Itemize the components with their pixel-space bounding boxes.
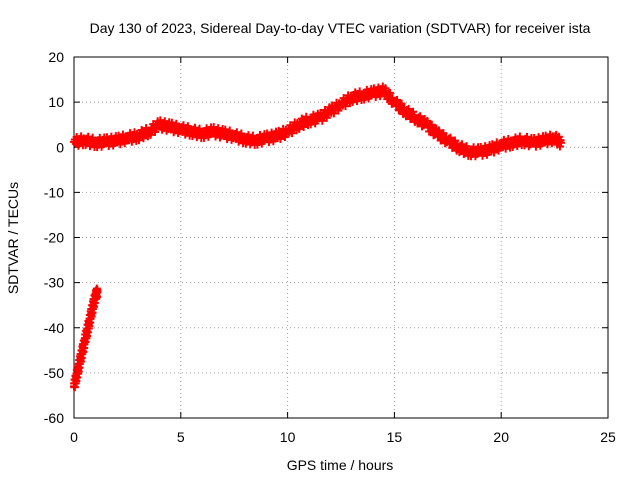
data-point: [272, 131, 281, 140]
data-point: [155, 120, 164, 129]
data-point: [93, 287, 102, 296]
data-point: [358, 91, 367, 100]
data-point: [166, 122, 175, 131]
data-point: [70, 137, 78, 146]
y-tick-label: 10: [48, 94, 64, 110]
data-markers: [70, 82, 566, 392]
data-point: [80, 337, 89, 346]
y-tick-label: -50: [44, 365, 64, 381]
data-point: [486, 145, 495, 154]
x-axis-label: GPS time / hours: [287, 457, 394, 473]
data-point: [82, 328, 91, 337]
data-point: [475, 147, 484, 156]
data-point: [198, 129, 207, 138]
data-point: [134, 131, 143, 140]
data-point: [87, 310, 96, 319]
data-point: [74, 364, 83, 373]
x-tick-label: 25: [600, 429, 616, 445]
data-point: [240, 135, 249, 144]
y-tick-label: -30: [44, 275, 64, 291]
chart-title: Day 130 of 2023, Sidereal Day-to-day VTE…: [90, 20, 591, 36]
data-point: [443, 136, 452, 145]
data-point: [76, 355, 85, 364]
x-tick-label: 20: [493, 429, 509, 445]
data-point: [80, 136, 89, 145]
data-point: [102, 137, 111, 146]
y-tick-label: -20: [44, 230, 64, 246]
y-axis-label: SDTVAR / TECUs: [5, 182, 21, 294]
data-point: [337, 100, 345, 109]
data-point: [347, 93, 356, 102]
data-point: [208, 127, 217, 136]
data-point: [123, 134, 132, 143]
x-tick-label: 5: [177, 429, 185, 445]
data-point: [326, 107, 335, 116]
y-tick-label: -60: [44, 410, 64, 426]
data-point: [91, 292, 100, 301]
data-point: [390, 98, 399, 107]
y-tick-labels: -60 -50 -40 -30 -20 -10 0 10 20: [44, 49, 64, 426]
data-point: [507, 138, 516, 147]
data-point: [91, 138, 100, 147]
data-point: [315, 113, 324, 122]
data-point: [70, 382, 78, 391]
data-point: [454, 143, 463, 152]
data-point: [294, 120, 303, 129]
y-tick-label: -40: [44, 320, 64, 336]
x-tick-label: 10: [280, 429, 296, 445]
grid-lines: [74, 57, 608, 418]
data-point: [304, 116, 313, 125]
x-tick-label: 0: [70, 429, 78, 445]
data-point: [187, 127, 196, 136]
data-point: [144, 127, 153, 136]
data-point: [78, 346, 87, 355]
data-point: [112, 136, 121, 145]
data-point: [422, 120, 431, 129]
data-point: [539, 136, 548, 145]
data-point: [465, 147, 474, 156]
data-point: [557, 138, 566, 147]
y-tick-label: -10: [44, 184, 64, 200]
data-point: [369, 89, 378, 98]
data-point: [72, 373, 81, 382]
data-point: [230, 131, 239, 140]
data-point: [219, 129, 228, 138]
data-point: [411, 113, 420, 122]
x-tick-label: 15: [387, 429, 403, 445]
y-tick-label: 0: [56, 139, 64, 155]
data-point: [84, 319, 93, 328]
data-point: [379, 86, 388, 95]
x-tick-labels: 0 5 10 15 20 25: [70, 429, 616, 445]
data-point: [251, 136, 260, 145]
data-point: [401, 107, 410, 116]
data-point: [529, 138, 538, 147]
data-point: [518, 136, 527, 145]
data-point: [550, 134, 559, 143]
data-point: [262, 134, 271, 143]
data-point: [176, 125, 185, 134]
data-point: [283, 127, 292, 136]
data-point: [497, 140, 506, 149]
data-point: [89, 301, 98, 310]
data-point: [433, 129, 442, 138]
y-tick-label: 20: [48, 49, 64, 65]
